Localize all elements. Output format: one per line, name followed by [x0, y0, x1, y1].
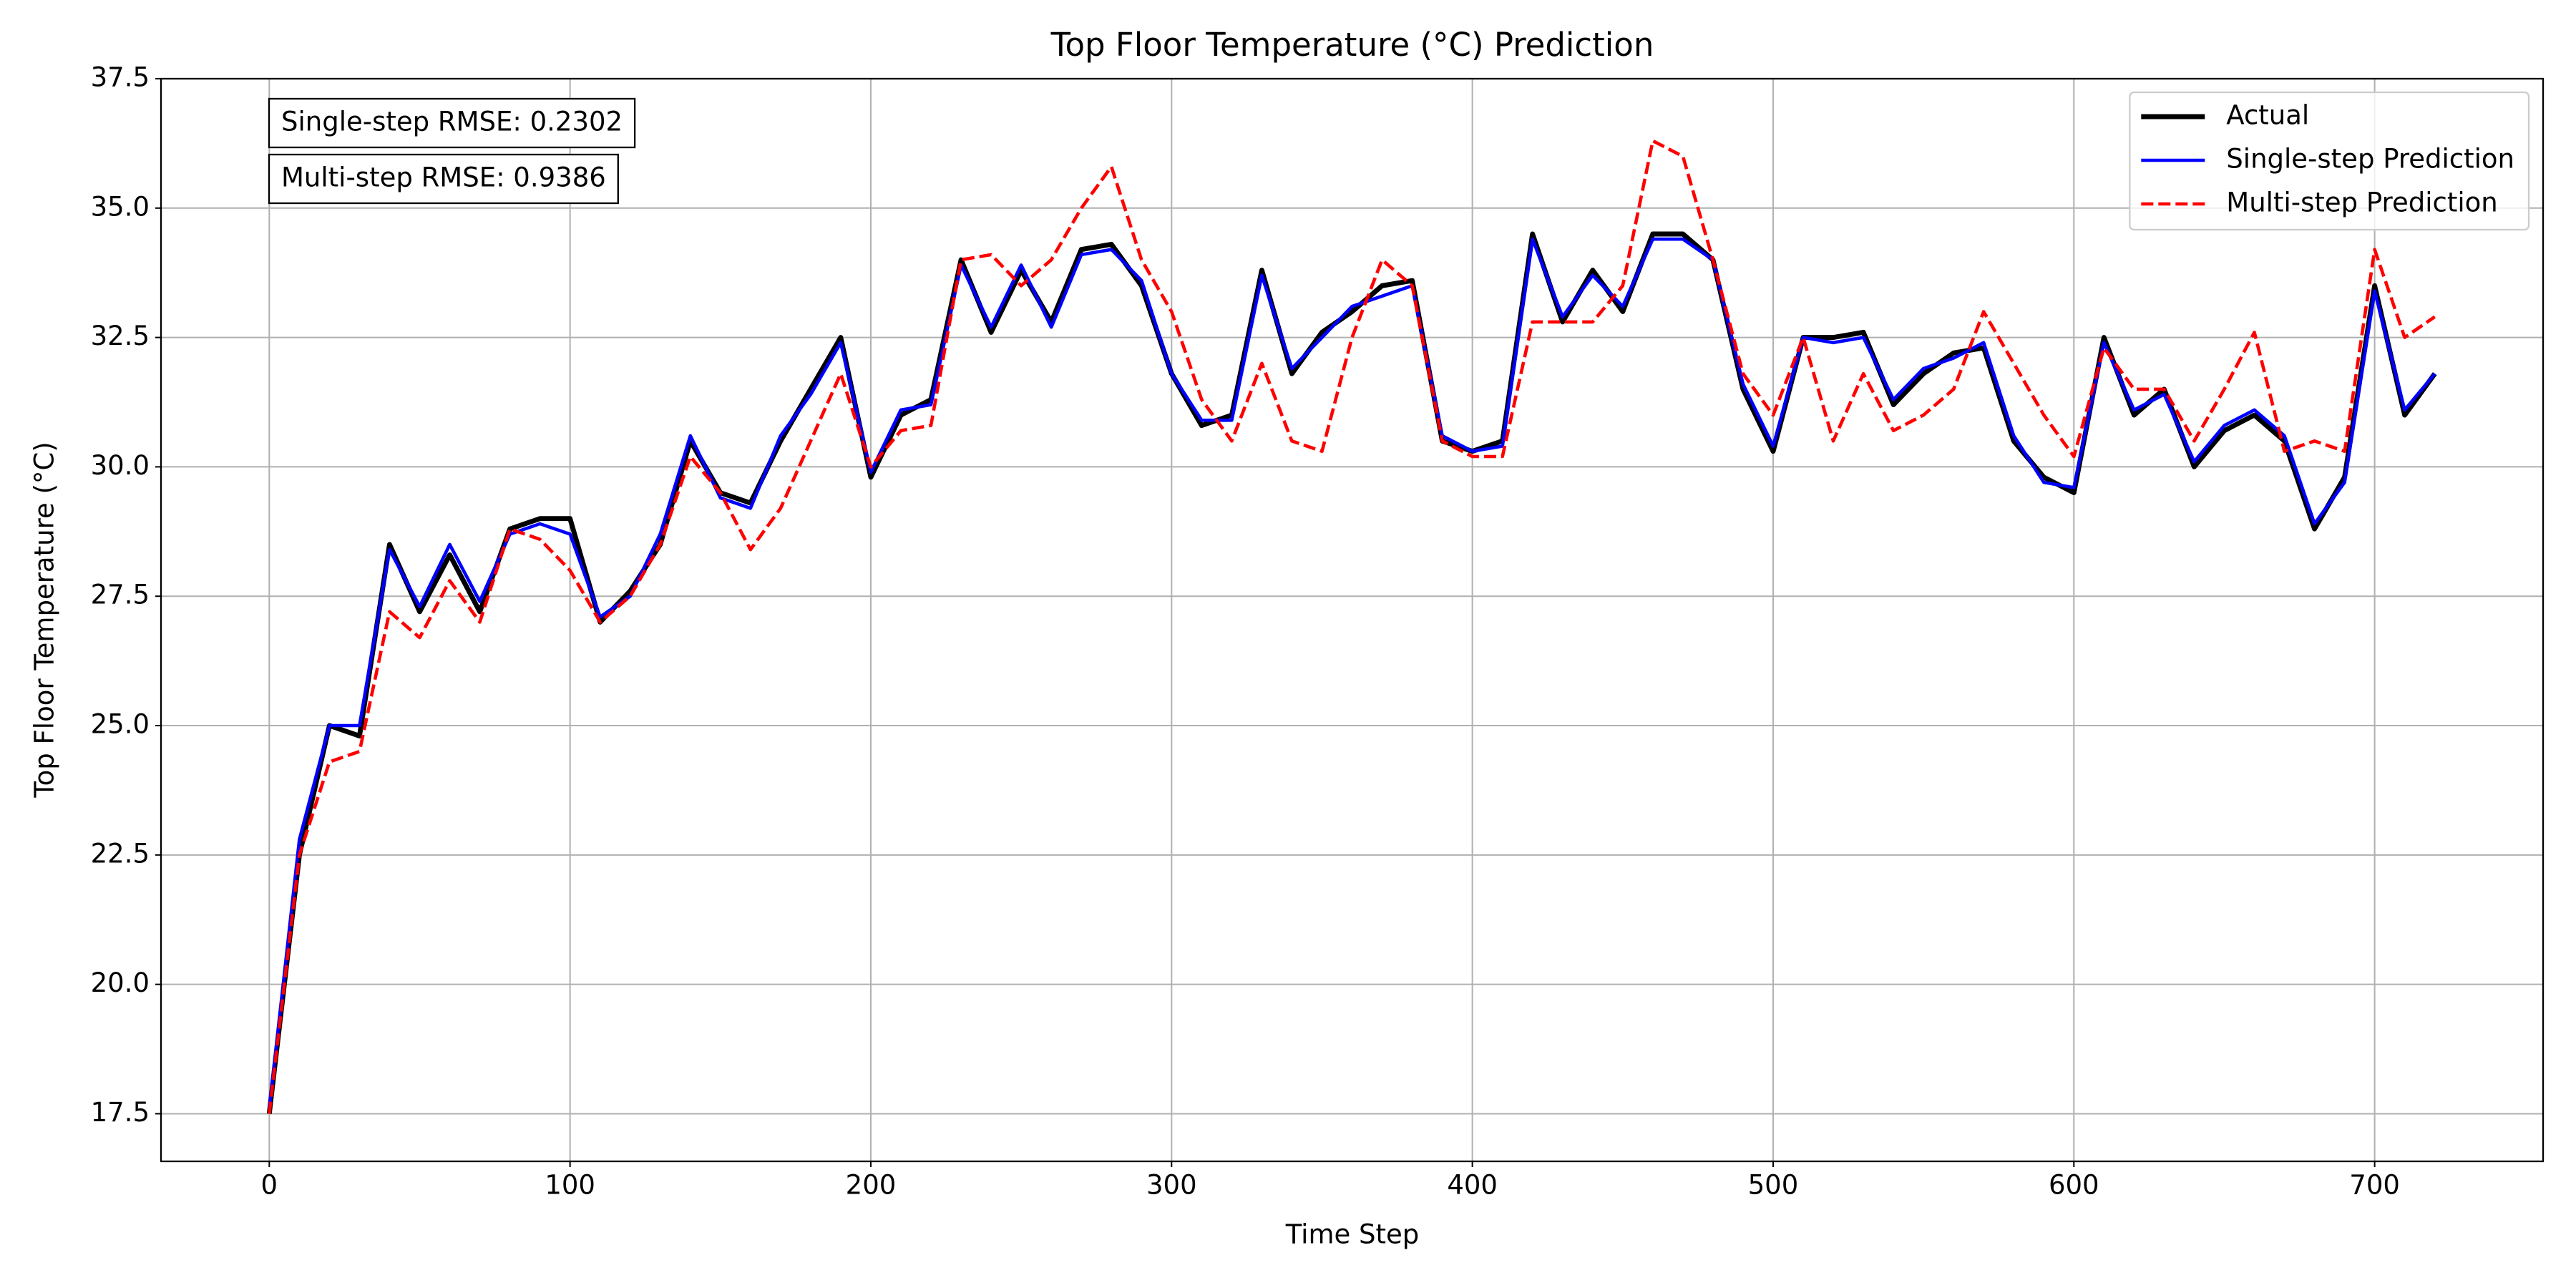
x-tick-label: 500	[1748, 1170, 1799, 1201]
y-tick-label: 30.0	[91, 450, 150, 481]
y-tick-label: 25.0	[91, 709, 150, 740]
chart-title: Top Floor Temperature (°C) Prediction	[1050, 26, 1654, 64]
legend-box	[2129, 91, 2530, 231]
series-line	[266, 231, 2437, 1114]
x-tick-label: 600	[2049, 1170, 2099, 1201]
legend-label: Multi-step Prediction	[2226, 187, 2497, 218]
y-tick-label: 27.5	[91, 580, 150, 610]
x-tick-label: 700	[2349, 1170, 2400, 1201]
annotation-text: Multi-step RMSE: 0.9386	[281, 162, 606, 193]
y-tick-label: 37.5	[91, 62, 150, 93]
legend-label: Single-step Prediction	[2226, 144, 2514, 175]
y-axis-label: Top Floor Temperature (°C)	[29, 441, 60, 798]
x-axis-label: Time Step	[1285, 1219, 1420, 1250]
x-tick-label: 200	[846, 1170, 897, 1201]
legend: Actual Single-step Prediction Multi-step P…	[2129, 91, 2530, 231]
x-tick-label: 100	[545, 1170, 595, 1201]
annotation-box	[268, 153, 619, 205]
annotation-box	[268, 97, 636, 149]
x-tick-label: 400	[1447, 1170, 1498, 1201]
y-tick-label: 22.5	[91, 838, 150, 869]
y-tick-label: 35.0	[91, 191, 150, 222]
series-line	[268, 139, 2436, 1114]
plot-frame	[160, 77, 2545, 1163]
series-line	[268, 237, 2436, 1109]
annotation: Single-step RMSE: 0.2302	[268, 97, 636, 149]
x-tick-label: 0	[261, 1170, 278, 1201]
y-tick-label: 32.5	[91, 321, 150, 351]
annotation: Multi-step RMSE: 0.9386	[268, 153, 619, 205]
y-tick-label: 20.0	[91, 967, 150, 998]
annotation-text: Single-step RMSE: 0.2302	[281, 107, 623, 137]
x-tick-label: 300	[1146, 1170, 1197, 1201]
y-tick-label: 17.5	[91, 1097, 150, 1128]
legend-label: Actual	[2226, 100, 2309, 131]
